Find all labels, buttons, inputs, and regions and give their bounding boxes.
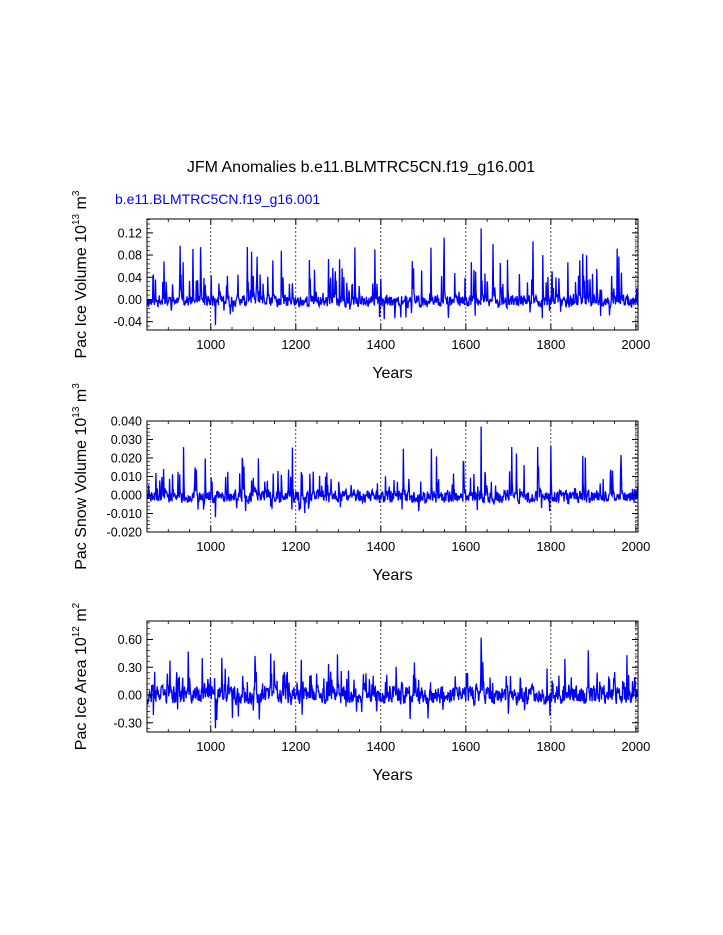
x-axis-label: Years xyxy=(372,567,412,584)
x-tick-label: 1800 xyxy=(536,539,565,554)
y-axis-label: Pac Ice Area 1012 m2 xyxy=(71,602,90,750)
x-tick-label: 1000 xyxy=(196,739,225,754)
y-tick-label: 0.00 xyxy=(118,293,142,307)
panel-ice-volume: 1000 1200 1400 1600 1800 2000 -0.04 0.00 0.04 0.0… xyxy=(71,190,650,382)
y-axis-label: Pac Snow Volume 1013 m3 xyxy=(71,383,90,570)
y-tick-label: -0.04 xyxy=(114,315,143,329)
x-tick-label: 1600 xyxy=(451,539,480,554)
x-tick-label: 1800 xyxy=(536,739,565,754)
series-line-ice-area xyxy=(147,637,638,729)
y-tick-label: -0.020 xyxy=(107,526,142,540)
y-tick-label: 0.30 xyxy=(118,661,142,675)
case-label: b.e11.BLMTRC5CN.f19_g16.001 xyxy=(115,191,320,207)
x-tick-label: 1200 xyxy=(281,539,310,554)
x-tick-label: 1200 xyxy=(281,337,310,352)
x-tick-label: 1400 xyxy=(366,337,395,352)
y-tick-label: 0.12 xyxy=(118,226,142,240)
x-tick-label: 2000 xyxy=(621,739,650,754)
y-axis-label: Pac Ice Volume 1013 m3 xyxy=(71,190,90,358)
y-tick-label: -0.30 xyxy=(114,716,143,730)
panel-ice-area: 1000 1200 1400 1600 1800 2000 -0.30 0.00 0.30 0.6… xyxy=(71,602,650,784)
y-tick-label: 0.08 xyxy=(118,249,142,263)
x-tick-label: 1600 xyxy=(451,739,480,754)
x-tick-label: 2000 xyxy=(621,337,650,352)
y-tick-label: 0.040 xyxy=(111,415,142,429)
panel-snow-volume: 1000 1200 1400 1600 1800 2000 -0.020 -0.010 0.00… xyxy=(71,383,650,584)
x-tick-label: 1400 xyxy=(366,539,395,554)
x-tick-label: 1600 xyxy=(451,337,480,352)
y-tick-label: 0.020 xyxy=(111,452,142,466)
y-tick-label: -0.010 xyxy=(107,507,142,521)
series-line-snow-volume xyxy=(147,426,638,518)
y-tick-label: 0.030 xyxy=(111,433,142,447)
x-tick-label: 1800 xyxy=(536,337,565,352)
plot-frame xyxy=(146,218,639,331)
plot-frame xyxy=(146,620,639,733)
plot-frame xyxy=(146,420,639,533)
x-tick-label: 1000 xyxy=(196,337,225,352)
x-axis-label: Years xyxy=(372,767,412,784)
x-axis-label: Years xyxy=(372,365,412,382)
y-tick-label: 0.00 xyxy=(118,689,142,703)
y-tick-label: 0.04 xyxy=(118,271,142,285)
y-tick-label: 0.010 xyxy=(111,470,142,484)
x-tick-label: 2000 xyxy=(621,539,650,554)
figure-title: JFM Anomalies b.e11.BLMTRC5CN.f19_g16.00… xyxy=(187,159,535,176)
x-tick-label: 1200 xyxy=(281,739,310,754)
series-line-ice-volume xyxy=(147,228,638,326)
x-tick-label: 1400 xyxy=(366,739,395,754)
y-tick-label: 0.000 xyxy=(111,489,142,503)
x-tick-label: 1000 xyxy=(196,539,225,554)
y-tick-label: 0.60 xyxy=(118,633,142,647)
panels: 1000 1200 1400 1600 1800 2000 -0.04 0.00 0.04 0.0… xyxy=(71,190,650,784)
